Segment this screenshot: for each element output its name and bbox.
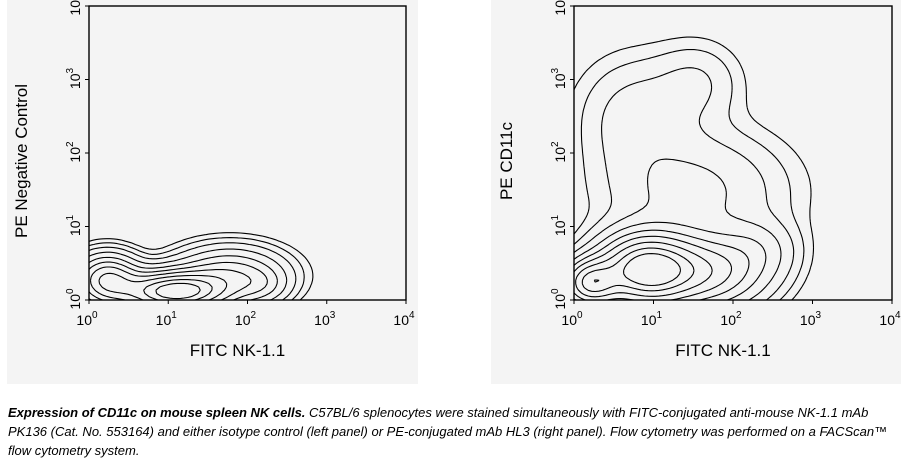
right-y-tick-label-0: 100: [550, 288, 568, 310]
right-contour-level-9: [581, 247, 695, 293]
left-contour-level-9: [143, 279, 213, 301]
left-y-tick-label-4: 104: [65, 0, 83, 16]
right-contour-level-10: [593, 253, 682, 287]
left-contours: [88, 232, 314, 301]
left-contour-level-7: [89, 266, 252, 301]
left-contour-level-8: [98, 272, 228, 301]
left-contour-level-6: [88, 261, 268, 301]
right-x-tick-label-4: 104: [879, 310, 901, 328]
right-x-tick-label-2: 102: [720, 310, 742, 328]
right-x-tick-label-1: 101: [641, 310, 663, 328]
right-y-tick-label-3: 103: [550, 67, 568, 89]
left-x-tick-label-2: 102: [235, 310, 257, 328]
left-panel-background: [7, 0, 418, 384]
caption-body: C57BL/6 splenocytes were stained simulta…: [8, 405, 888, 458]
left-contour-level-10: [155, 282, 201, 300]
left-y-tick-label-2: 102: [65, 141, 83, 163]
right-contour-level-1: [573, 36, 815, 301]
figure-caption: Expression of CD11c on mouse spleen NK c…: [8, 403, 888, 460]
right-chart: 100 101 102 103 104 100 101 102 103 104 FITC NK-1.…: [497, 0, 901, 360]
right-contour-level-4: [573, 158, 782, 301]
left-x-tick-label-4: 104: [393, 310, 415, 328]
left-y-axis-label: PE Negative Control: [12, 84, 31, 238]
left-x-axis-label: FITC NK-1.1: [190, 341, 285, 360]
right-y-axis-label: PE CD11c: [497, 121, 516, 200]
left-x-tick-label-1: 101: [156, 310, 178, 328]
left-contour-level-1: [88, 232, 314, 301]
right-contour-level-3: [573, 67, 795, 301]
left-y-tick-label-3: 103: [65, 67, 83, 89]
right-x-tick-label-3: 103: [800, 310, 822, 328]
left-x-tick-label-3: 103: [314, 310, 336, 328]
flow-cytometry-contour-plots: 100 101 102 103 104 100 101 102 103 104 FITC NK-1.…: [12, 0, 901, 360]
right-contour-level-8: [575, 241, 713, 298]
right-plot-frame: [573, 5, 893, 301]
right-contours: [573, 36, 815, 301]
left-x-tick-label-0: 100: [76, 310, 98, 328]
right-x-axis-label: FITC NK-1.1: [675, 341, 770, 360]
right-y-tick-label-1: 101: [550, 214, 568, 236]
left-plot-frame: [88, 5, 407, 301]
left-chart: 100 101 102 103 104 100 101 102 103 104 FITC NK-1.…: [12, 0, 415, 360]
right-panel-background: [491, 0, 901, 384]
left-y-tick-label-0: 100: [65, 288, 83, 310]
right-y-tick-label-2: 102: [550, 141, 568, 163]
left-y-tick-label-1: 101: [65, 214, 83, 236]
right-contour-level-2: [573, 48, 805, 301]
right-x-tick-label-0: 100: [561, 310, 583, 328]
caption-title: Expression of CD11c on mouse spleen NK c…: [8, 405, 306, 420]
right-y-tick-label-4: 104: [550, 0, 568, 16]
